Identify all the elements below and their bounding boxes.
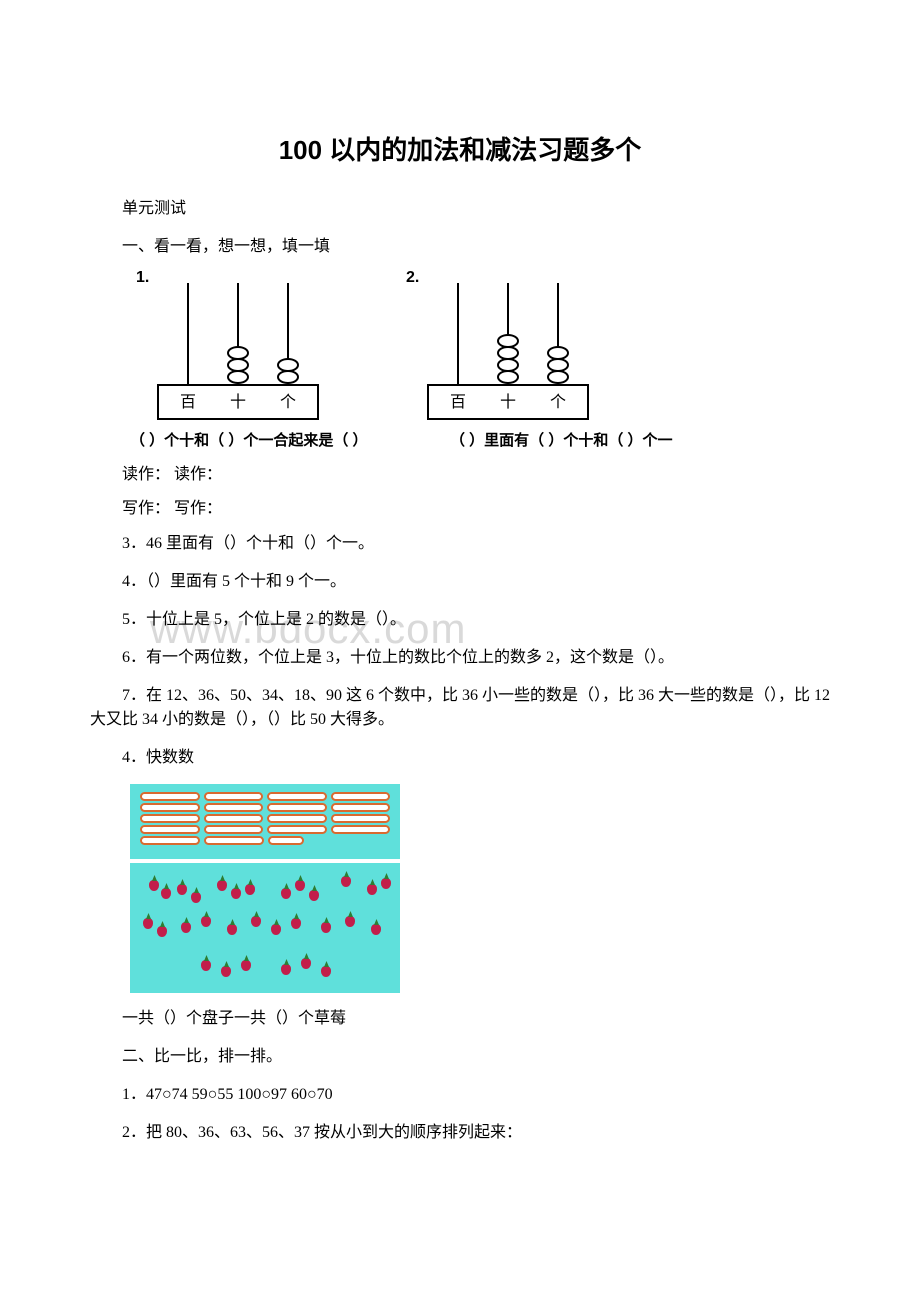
abacus-1-number: 1. xyxy=(136,269,149,287)
question-3: 3．46 里面有（）个十和（）个一。 xyxy=(90,532,830,556)
abacus-1: 1. 百 十 xyxy=(130,273,340,423)
strawberry-icon xyxy=(156,923,168,937)
strawberry-icon xyxy=(216,877,228,891)
strawberry-icon xyxy=(270,921,282,935)
berries-figure xyxy=(130,863,400,993)
plate-icon xyxy=(204,836,264,845)
strawberry-icon xyxy=(200,913,212,927)
strawberry-icon xyxy=(200,957,212,971)
plate-icon xyxy=(140,825,200,834)
strawberry-icon xyxy=(320,963,332,977)
plate-icon xyxy=(331,792,391,801)
strawberry-icon xyxy=(294,877,306,891)
strawberry-icon xyxy=(176,881,188,895)
strawberry-icon xyxy=(366,881,378,895)
strawberry-icon xyxy=(370,921,382,935)
plates-figure xyxy=(130,784,400,859)
plate-icon xyxy=(267,825,327,834)
plate-icon xyxy=(140,792,200,801)
strawberry-icon xyxy=(280,961,292,975)
strawberry-icon xyxy=(380,875,392,889)
plate-icon xyxy=(204,825,264,834)
plate-icon xyxy=(140,814,200,823)
section-2-q1: 1．47○74 59○55 100○97 60○70 xyxy=(90,1083,830,1107)
question-8: 4．快数数 xyxy=(90,746,830,770)
strawberry-icon xyxy=(230,885,242,899)
svg-text:百: 百 xyxy=(180,394,196,411)
count-line: 一共（）个盘子一共（）个草莓 xyxy=(90,1007,830,1031)
abacus-2-caption: （ ）里面有（ ）个十和（ ）个一 xyxy=(450,429,710,450)
section-1-heading: 一、看一看，想一想，填一填 xyxy=(90,235,830,259)
strawberry-icon xyxy=(148,877,160,891)
svg-text:个: 个 xyxy=(280,393,296,411)
svg-text:十: 十 xyxy=(500,393,516,411)
section-2-heading: 二、比一比，排一排。 xyxy=(90,1045,830,1069)
strawberry-icon xyxy=(300,955,312,969)
strawberry-icon xyxy=(142,915,154,929)
plate-icon xyxy=(267,792,327,801)
plate-icon xyxy=(140,836,200,845)
strawberry-icon xyxy=(240,957,252,971)
strawberry-icon xyxy=(340,873,352,887)
abacus-2: 2. 百 十 个 xyxy=(400,273,610,423)
question-5: 5．十位上是 5，个位上是 2 的数是（）。 xyxy=(90,608,830,632)
plate-icon xyxy=(204,814,264,823)
plate-icon xyxy=(331,825,391,834)
write-as-line: 写作： 写作： xyxy=(90,494,830,518)
strawberry-icon xyxy=(308,887,320,901)
read-as-line: 读作： 读作： xyxy=(90,460,830,484)
strawberry-icon xyxy=(344,913,356,927)
plate-icon xyxy=(268,836,304,845)
plate-icon xyxy=(267,814,327,823)
plate-icon xyxy=(267,803,327,812)
abacus-icon: 百 十 个 xyxy=(130,273,340,423)
question-6: 6．有一个两位数，个位上是 3，十位上的数比个位上的数多 2，这个数是（）。 xyxy=(90,646,830,670)
plate-icon xyxy=(204,792,264,801)
strawberry-icon xyxy=(180,919,192,933)
svg-text:个: 个 xyxy=(550,393,566,411)
strawberry-icon xyxy=(290,915,302,929)
section-2-q2: 2．把 80、36、63、56、37 按从小到大的顺序排列起来： xyxy=(90,1121,830,1145)
strawberry-icon xyxy=(190,889,202,903)
abacus-2-number: 2. xyxy=(406,269,419,287)
strawberry-icon xyxy=(250,913,262,927)
question-7: 7．在 12、36、50、34、18、90 这 6 个数中，比 36 小一些的数… xyxy=(90,684,830,732)
plate-icon xyxy=(331,814,391,823)
page-title: 100 以内的加法和减法习题多个 xyxy=(90,130,830,167)
plate-icon xyxy=(204,803,264,812)
plate-icon xyxy=(331,803,391,812)
strawberry-icon xyxy=(320,919,332,933)
abacus-1-caption: （ ）个十和（ ）个一合起来是（ ） xyxy=(130,429,390,450)
subtitle: 单元测试 xyxy=(90,197,830,221)
question-4: 4．（）里面有 5 个十和 9 个一。 xyxy=(90,570,830,594)
abacus-icon: 百 十 个 xyxy=(400,273,610,423)
abacus-row: 1. 百 十 xyxy=(130,273,830,423)
svg-text:百: 百 xyxy=(450,394,466,411)
plate-icon xyxy=(140,803,200,812)
svg-text:十: 十 xyxy=(230,393,246,411)
strawberry-icon xyxy=(244,881,256,895)
strawberry-icon xyxy=(160,885,172,899)
strawberry-icon xyxy=(226,921,238,935)
strawberry-icon xyxy=(280,885,292,899)
strawberry-icon xyxy=(220,963,232,977)
